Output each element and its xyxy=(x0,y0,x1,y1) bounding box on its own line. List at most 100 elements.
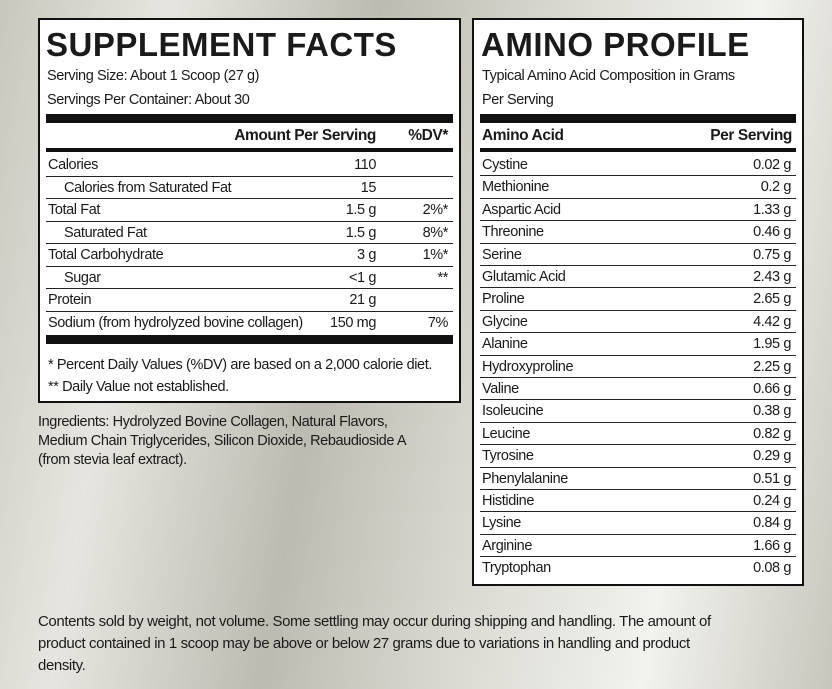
amino-acid-name: Tyrosine xyxy=(482,448,534,465)
disclaimer-line: density. xyxy=(38,657,86,674)
row-rule xyxy=(480,242,796,244)
amino-acid-name: Proline xyxy=(482,291,525,308)
amino-acid-amount: 2.65 g xyxy=(753,291,791,308)
ingredients-line: Ingredients: Hydrolyzed Bovine Collagen,… xyxy=(38,414,388,430)
row-rule xyxy=(480,466,796,468)
nutrient-name: Saturated Fat xyxy=(64,224,147,241)
nutrient-name: Sodium (from hydrolyzed bovine collagen) xyxy=(48,314,303,331)
nutrient-name: Protein xyxy=(48,292,92,308)
subtitle: Per Serving xyxy=(482,92,554,108)
nutrient-amount: 150 mg xyxy=(330,314,376,331)
amino-acid-amount: 0.38 g xyxy=(753,403,791,420)
servings-per-container: Servings Per Container: About 30 xyxy=(47,92,250,108)
row-rule xyxy=(480,332,796,334)
nutrient-name: Total Fat xyxy=(48,202,101,218)
amino-acid-amount: 0.08 g xyxy=(753,560,791,577)
nutrient-name: Calories from Saturated Fat xyxy=(64,179,232,196)
amino-acid-name: Valine xyxy=(482,381,519,397)
medium-rule xyxy=(480,148,796,152)
amino-acid-amount: 1.95 g xyxy=(753,336,791,353)
row-rule xyxy=(46,175,453,177)
thick-rule xyxy=(46,335,453,344)
nutrient-amount: 1.5 g xyxy=(345,202,377,218)
column-header: Amount Per Serving xyxy=(234,127,376,144)
subtitle: Typical Amino Acid Composition in Grams xyxy=(482,68,735,84)
amino-acid-amount: 0.02 g xyxy=(753,157,791,173)
medium-rule xyxy=(46,148,453,152)
column-header: Per Serving xyxy=(710,127,792,144)
amino-acid-name: Histidine xyxy=(482,493,535,509)
nutrient-amount: 1.5 g xyxy=(345,224,377,241)
amino-acid-name: Hydroxyproline xyxy=(482,358,574,375)
amino-acid-name: Isoleucine xyxy=(482,403,544,420)
amino-acid-amount: 1.66 g xyxy=(753,537,791,554)
amino-acid-name: Alanine xyxy=(482,336,528,353)
nutrient-amount: 21 g xyxy=(349,292,376,308)
panel-title: SUPPLEMENT FACTS xyxy=(46,26,397,63)
nutrient-dv: 7% xyxy=(427,314,449,331)
disclaimer-line: product contained in 1 scoop may be abov… xyxy=(38,635,690,652)
ingredients-line: (from stevia leaf extract). xyxy=(38,452,187,468)
amino-acid-amount: 0.24 g xyxy=(753,493,791,509)
nutrient-amount: 3 g xyxy=(357,247,376,263)
amino-acid-amount: 4.42 g xyxy=(753,313,791,330)
serving-size: Serving Size: About 1 Scoop (27 g) xyxy=(47,68,260,84)
amino-acid-name: Threonine xyxy=(482,224,544,241)
amino-acid-name: Glutamic Acid xyxy=(482,269,566,285)
footnote: * Percent Daily Values (%DV) are based o… xyxy=(48,357,432,373)
row-rule xyxy=(480,556,796,558)
amino-profile-panel: AMINO PROFILE Typical Amino Acid Composit… xyxy=(472,18,804,586)
row-rule xyxy=(480,220,796,222)
amino-acid-name: Cystine xyxy=(482,157,528,173)
row-rule xyxy=(46,243,453,244)
row-rule xyxy=(46,310,453,312)
amino-acid-amount: 0.29 g xyxy=(753,448,791,465)
nutrient-amount: 15 xyxy=(360,179,377,196)
row-rule xyxy=(480,175,796,177)
amino-acid-amount: 0.75 g xyxy=(753,246,791,263)
nutrient-dv: 2%* xyxy=(422,202,449,218)
nutrient-name: Total Carbohydrate xyxy=(48,247,164,263)
row-rule xyxy=(480,511,796,513)
amino-acid-name: Methionine xyxy=(482,179,549,196)
footnote: ** Daily Value not established. xyxy=(48,379,229,395)
amino-acid-amount: 0.84 g xyxy=(753,515,791,532)
amino-acid-name: Glycine xyxy=(482,313,528,330)
supplement-facts-panel: SUPPLEMENT FACTS Serving Size: About 1 Sc… xyxy=(38,18,461,403)
row-rule xyxy=(480,489,796,490)
nutrient-amount: <1 g xyxy=(348,269,376,286)
ingredients-line: Medium Chain Triglycerides, Silicon Diox… xyxy=(38,433,407,449)
thick-rule xyxy=(46,114,453,123)
row-rule xyxy=(480,265,796,266)
row-rule xyxy=(480,309,796,311)
panel-title: AMINO PROFILE xyxy=(481,26,750,63)
amino-acid-name: Arginine xyxy=(482,537,532,554)
amino-acid-name: Aspartic Acid xyxy=(482,201,561,218)
amino-acid-amount: 1.33 g xyxy=(753,201,791,218)
amino-acid-amount: 0.2 g xyxy=(760,179,792,196)
nutrient-name: Calories xyxy=(48,157,98,173)
row-rule xyxy=(480,354,796,356)
row-rule xyxy=(480,399,796,401)
nutrient-dv: ** xyxy=(437,269,449,286)
amino-acid-amount: 0.66 g xyxy=(753,381,791,397)
amino-acid-amount: 0.82 g xyxy=(753,425,791,442)
amino-acid-amount: 0.46 g xyxy=(753,224,791,241)
amino-acid-name: Tryptophan xyxy=(482,560,551,577)
amino-acid-amount: 2.43 g xyxy=(753,269,791,285)
row-rule xyxy=(480,197,796,199)
column-header: Amino Acid xyxy=(482,127,564,144)
amino-acid-name: Lysine xyxy=(482,515,521,532)
amino-acid-name: Phenylalanine xyxy=(482,470,568,487)
column-header: %DV* xyxy=(408,127,448,144)
row-rule xyxy=(46,265,453,267)
nutrient-dv: 1%* xyxy=(422,247,449,263)
nutrient-dv: 8%* xyxy=(422,224,449,241)
row-rule xyxy=(46,220,453,222)
row-rule xyxy=(480,377,796,378)
row-rule xyxy=(480,444,796,446)
row-rule xyxy=(480,533,796,535)
thick-rule xyxy=(480,114,796,123)
row-rule xyxy=(46,198,453,199)
